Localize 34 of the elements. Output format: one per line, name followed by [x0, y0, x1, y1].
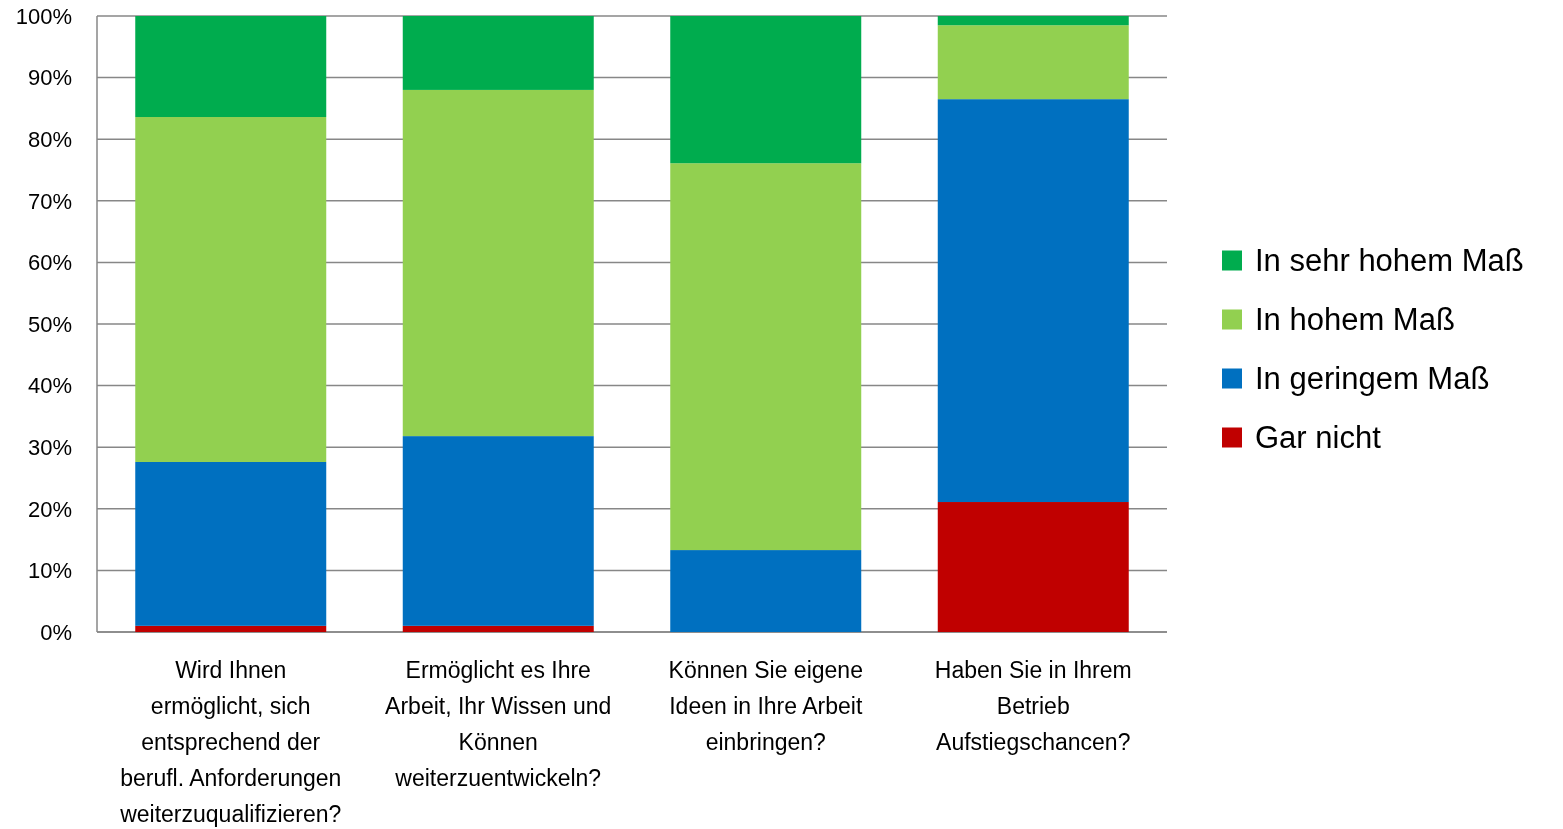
x-tick-label: Wird Ihnen ermöglicht, sich entsprechend der berufl. Anforderungen weiterzuqualifizieren?	[119, 657, 342, 828]
bar	[135, 625, 327, 632]
y-tick-label: 20%	[27, 496, 72, 522]
bar	[135, 461, 327, 626]
bar	[937, 99, 1129, 503]
bar	[135, 16, 327, 118]
bar	[402, 436, 594, 626]
y-tick-label: 40%	[27, 373, 72, 399]
y-tick-label: 80%	[27, 126, 72, 152]
y-tick-label: 60%	[27, 250, 72, 276]
bar	[937, 502, 1129, 632]
y-tick-label: 90%	[27, 65, 72, 91]
legend-label: In hohem Maß	[1255, 302, 1455, 338]
y-tick-label: 50%	[27, 311, 72, 337]
bar	[937, 16, 1129, 26]
y-tick-label: 0%	[40, 619, 72, 645]
y-tick-label: 70%	[27, 188, 72, 214]
bar	[670, 163, 862, 551]
bar	[937, 25, 1129, 100]
bar	[670, 550, 862, 632]
bar	[402, 89, 594, 437]
x-tick-label: Haben Sie in Ihrem Betrieb Aufstiegschancen?	[934, 657, 1132, 756]
x-tick-label: Ermöglicht es Ihre Arbeit, Ihr Wissen und Können weiterzuentwickeln?	[385, 657, 612, 792]
y-tick-label: 30%	[27, 434, 72, 460]
x-tick-label: Können Sie eigene Ideen in Ihre Arbeit einbringen?	[668, 657, 863, 756]
legend-label: In sehr hohem Maß	[1255, 243, 1524, 279]
y-tick-label: 10%	[27, 558, 72, 584]
bar	[402, 16, 594, 90]
y-tick-label: 100%	[15, 3, 72, 29]
legend-label: In geringem Maß	[1255, 361, 1490, 397]
bar	[135, 117, 327, 462]
bar	[402, 625, 594, 632]
bar	[670, 16, 862, 164]
legend-label: Gar nicht	[1255, 420, 1382, 456]
